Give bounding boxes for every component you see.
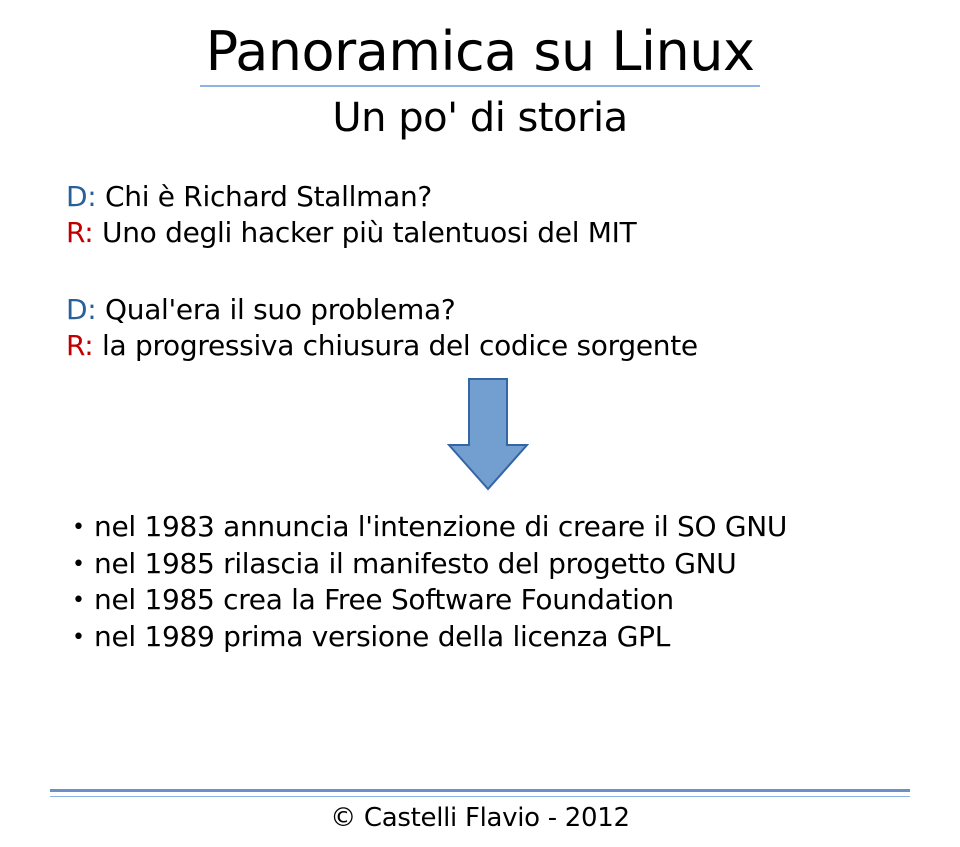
- footer-rule-thin: [50, 796, 910, 797]
- a-prefix: R:: [66, 329, 93, 362]
- a-text: Uno degli hacker più talentuosi del MIT: [93, 216, 636, 249]
- list-item: nel 1985 crea la Free Software Foundatio…: [94, 582, 910, 619]
- a-text: la progressiva chiusura del codice sorge…: [93, 329, 697, 362]
- slide-title: Panoramica su Linux: [200, 20, 761, 87]
- list-item: nel 1989 prima versione della licenza GP…: [94, 619, 910, 656]
- content-area: D: Chi è Richard Stallman? R: Uno degli …: [50, 179, 910, 656]
- slide-subtitle: Un po' di storia: [50, 95, 910, 141]
- question-2: D: Qual'era il suo problema?: [66, 292, 910, 328]
- footer-rule-thick: [50, 789, 910, 792]
- slide: Panoramica su Linux Un po' di storia D: …: [0, 0, 960, 847]
- q-prefix: D:: [66, 180, 96, 213]
- qa-block-1: D: Chi è Richard Stallman? R: Uno degli …: [66, 179, 910, 252]
- title-block: Panoramica su Linux Un po' di storia: [50, 20, 910, 141]
- arrow-container: [66, 377, 910, 491]
- q-text: Qual'era il suo problema?: [96, 293, 455, 326]
- list-item: nel 1983 annuncia l'intenzione di creare…: [94, 509, 910, 546]
- answer-2: R: la progressiva chiusura del codice so…: [66, 328, 910, 364]
- list-item: nel 1985 rilascia il manifesto del proge…: [94, 546, 910, 583]
- a-prefix: R:: [66, 216, 93, 249]
- footer-text: © Castelli Flavio - 2012: [0, 803, 960, 833]
- answer-1: R: Uno degli hacker più talentuosi del M…: [66, 215, 910, 251]
- q-text: Chi è Richard Stallman?: [96, 180, 432, 213]
- footer: © Castelli Flavio - 2012: [0, 789, 960, 833]
- qa-block-2: D: Qual'era il suo problema? R: la progr…: [66, 292, 910, 365]
- bullet-list: nel 1983 annuncia l'intenzione di creare…: [66, 509, 910, 657]
- q-prefix: D:: [66, 293, 96, 326]
- question-1: D: Chi è Richard Stallman?: [66, 179, 910, 215]
- down-arrow-icon: [447, 377, 529, 491]
